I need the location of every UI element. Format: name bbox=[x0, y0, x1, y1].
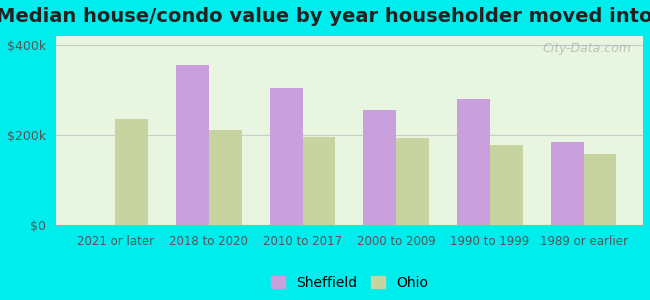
Bar bbox=[176, 65, 209, 225]
Bar bbox=[115, 119, 148, 225]
Bar bbox=[584, 154, 616, 225]
Bar bbox=[270, 88, 303, 225]
Bar bbox=[457, 99, 490, 225]
Bar bbox=[396, 138, 429, 225]
Text: City-Data.com: City-Data.com bbox=[543, 41, 631, 55]
Bar bbox=[490, 145, 523, 225]
Bar bbox=[303, 137, 335, 225]
Title: Median house/condo value by year householder moved into unit: Median house/condo value by year househo… bbox=[0, 7, 650, 26]
Bar bbox=[363, 110, 396, 225]
Bar bbox=[209, 130, 242, 225]
Legend: Sheffield, Ohio: Sheffield, Ohio bbox=[271, 276, 428, 290]
Bar bbox=[551, 142, 584, 225]
